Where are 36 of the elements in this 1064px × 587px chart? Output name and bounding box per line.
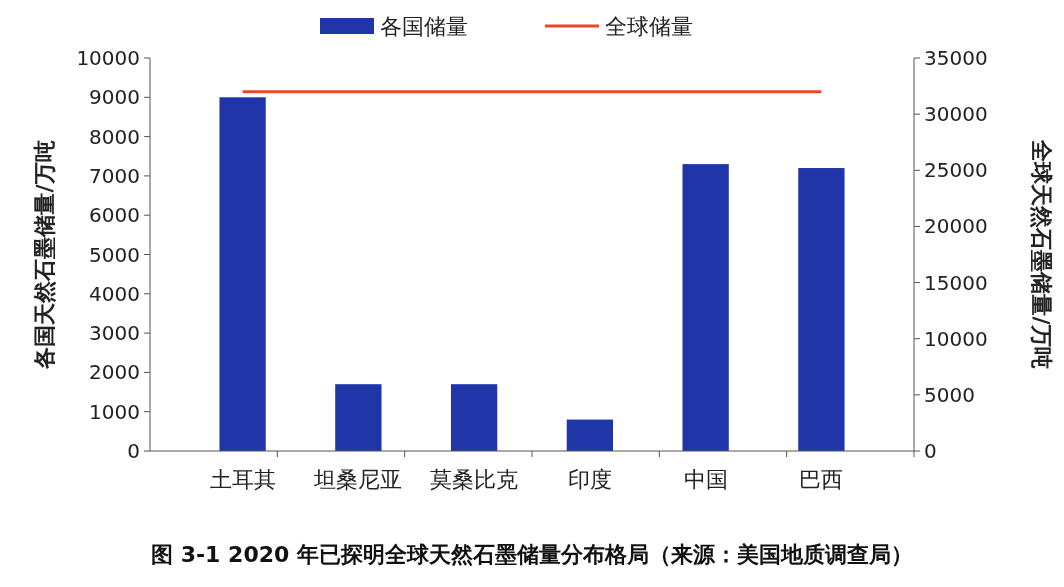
y-tick-label: 10000 <box>76 46 140 70</box>
y2-tick-label: 25000 <box>924 158 988 183</box>
x-tick-label: 巴西 <box>799 467 844 492</box>
y2-tick-label: 20000 <box>924 214 988 239</box>
bar <box>566 419 614 451</box>
x-tick-label: 莫桑比克 <box>430 467 519 492</box>
bar <box>335 384 382 451</box>
y-tick-label: 9000 <box>89 85 140 110</box>
y2-tick-label: 0 <box>924 439 937 463</box>
y-tick-label: 6000 <box>89 203 140 228</box>
x-tick-label: 中国 <box>683 467 728 492</box>
bar <box>682 164 729 451</box>
y-tick-label: 0 <box>127 439 140 463</box>
x-tick-label: 印度 <box>567 467 612 492</box>
bar <box>219 97 266 451</box>
y-tick-label: 7000 <box>89 163 140 188</box>
legend-label: 全球储量 <box>605 13 693 39</box>
legend-label: 各国储量 <box>380 13 468 39</box>
y2-tick-label: 35000 <box>924 46 988 70</box>
bar <box>450 384 498 451</box>
y2-tick-label: 5000 <box>924 382 975 407</box>
y-tick-label: 2000 <box>89 360 140 385</box>
y2-tick-label: 30000 <box>924 102 988 127</box>
y2-tick-label: 10000 <box>924 326 988 351</box>
y-tick-label: 4000 <box>89 281 140 306</box>
y-tick-label: 1000 <box>89 399 140 424</box>
bar <box>798 168 845 451</box>
x-tick-label: 土耳其 <box>209 467 276 492</box>
y2-tick-label: 15000 <box>924 270 988 295</box>
y-tick-label: 8000 <box>89 124 140 149</box>
y-axis-title: 各国天然石墨储量/万吨 <box>32 140 57 370</box>
y-tick-label: 3000 <box>89 321 140 346</box>
text: 图 3-1 2020 年已探明全球天然石墨储量分布格局（来源：美国地质调查局） <box>151 542 913 567</box>
x-tick-label: 坦桑尼亚 <box>313 467 403 492</box>
y2-axis-title: 全球天然石墨储量/万吨 <box>1029 139 1054 369</box>
y-tick-label: 5000 <box>89 242 140 267</box>
